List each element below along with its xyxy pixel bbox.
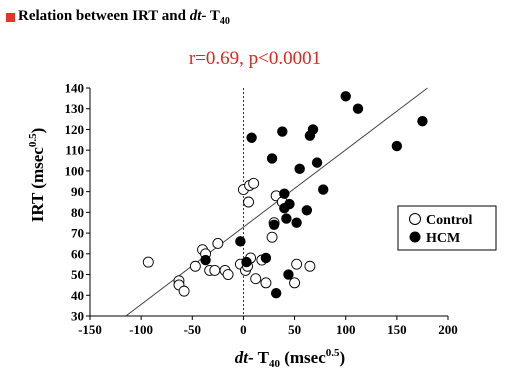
slide-header: Relation between IRT and dt- T40 xyxy=(6,6,230,28)
y-tick-label: 40 xyxy=(71,288,84,303)
x-tick-label: 200 xyxy=(438,322,458,337)
hcm-data-point xyxy=(270,288,282,299)
x-tick-label: -50 xyxy=(184,322,201,337)
control-data-point xyxy=(243,196,254,208)
hcm-data-point xyxy=(291,217,302,228)
hcm-data-point xyxy=(301,205,313,216)
y-tick-label: 140 xyxy=(65,81,85,96)
y-tick-label: 80 xyxy=(71,205,84,220)
y-tick-label: 110 xyxy=(65,143,84,158)
hcm-data-point xyxy=(235,236,246,247)
red-square-bullet-icon xyxy=(6,12,15,22)
legend-hcm-marker xyxy=(409,231,421,243)
slide-title-subscript: 40 xyxy=(219,15,230,27)
slide-title-italic: dt xyxy=(189,7,202,24)
hcm-data-point xyxy=(417,115,428,127)
control-data-point xyxy=(212,238,224,249)
hcm-data-point xyxy=(311,157,323,168)
axis-ticks: 30 40 50 60 70 80 90 100 110 120 130 140 -150 -100 -50… xyxy=(65,81,458,338)
hcm-data-point xyxy=(307,124,319,135)
hcm-data-point xyxy=(268,219,280,230)
slide-title-prefix: Relation between IRT and xyxy=(18,7,190,24)
control-data-point xyxy=(250,273,262,285)
legend-hcm-label: HCM xyxy=(426,231,460,246)
control-data-point xyxy=(291,258,303,270)
y-tick-label: 100 xyxy=(65,163,85,178)
y-tick-label: 70 xyxy=(71,226,84,241)
hcm-data-point xyxy=(352,103,364,114)
hcm-data-point xyxy=(266,153,278,164)
y-tick-label: 50 xyxy=(71,267,84,282)
x-tick-label: -150 xyxy=(78,322,102,337)
hcm-data-point xyxy=(277,126,288,137)
x-tick-label: 0 xyxy=(240,322,247,337)
data-points xyxy=(142,91,428,299)
hcm-data-point xyxy=(200,254,211,266)
legend-control-marker xyxy=(409,213,421,225)
x-axis-title: dt- T40 (msec0.5) xyxy=(235,347,345,370)
hcm-data-point xyxy=(281,213,292,224)
hcm-data-point xyxy=(260,252,272,264)
slide-title: Relation between IRT and dt- T40 xyxy=(18,8,230,27)
control-data-point xyxy=(142,256,154,268)
correlation-subtitle: r=0.69, p<0.0001 xyxy=(188,48,322,69)
y-tick-label: 130 xyxy=(65,101,85,116)
y-tick-label: 60 xyxy=(71,246,84,261)
hcm-data-point xyxy=(246,132,257,143)
control-data-point xyxy=(260,277,272,289)
hcm-data-point xyxy=(340,91,351,102)
x-tick-label: 100 xyxy=(336,322,356,337)
hcm-data-point xyxy=(279,188,290,199)
control-data-point xyxy=(189,260,201,272)
control-data-point xyxy=(209,264,221,276)
control-data-point xyxy=(222,269,234,280)
control-data-point xyxy=(248,177,260,189)
y-tick-label: 30 xyxy=(71,309,84,324)
hcm-data-point xyxy=(241,256,252,268)
hcm-data-point xyxy=(283,269,294,280)
slide-title-suffix: - T xyxy=(201,7,220,24)
y-tick-label: 90 xyxy=(71,184,84,199)
legend: Control HCM xyxy=(397,205,497,251)
x-tick-label: 50 xyxy=(288,322,301,337)
regression-line xyxy=(125,87,428,317)
x-tick-label: 150 xyxy=(387,322,407,337)
control-data-point xyxy=(178,285,190,297)
y-axis-title: IRT (msec0.5) xyxy=(27,128,47,223)
control-data-point xyxy=(266,231,278,243)
hcm-data-point xyxy=(391,140,403,152)
legend-control-label: Control xyxy=(426,213,473,228)
control-data-point xyxy=(304,260,316,272)
hcm-data-point xyxy=(318,184,329,195)
y-tick-label: 120 xyxy=(65,122,85,137)
hcm-data-point xyxy=(294,163,305,175)
control-data-point xyxy=(289,277,301,289)
hcm-data-point xyxy=(284,198,295,210)
x-tick-label: -100 xyxy=(129,322,153,337)
